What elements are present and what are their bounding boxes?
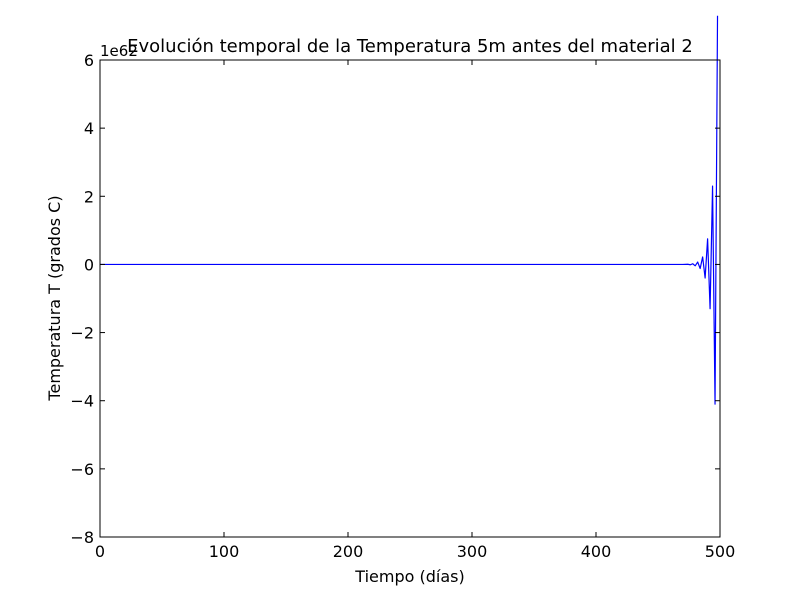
x-tick-label: 0 <box>95 542 105 561</box>
y-tick-label: −6 <box>70 460 94 479</box>
series-layer <box>100 15 719 405</box>
y-offset-label: 1e62 <box>100 42 138 60</box>
chart-title: Evolución temporal de la Temperatura 5m … <box>127 36 693 57</box>
x-tick-label: 300 <box>457 542 488 561</box>
series-line-0 <box>100 15 719 405</box>
y-tick-label: 2 <box>84 187 94 206</box>
x-tick-label: 200 <box>333 542 364 561</box>
x-tick-label: 500 <box>705 542 736 561</box>
y-tick-label: 6 <box>84 51 94 70</box>
x-tick-label: 100 <box>209 542 240 561</box>
y-axis-ticks: −8 −6 −4 −2 0 2 4 6 <box>70 51 720 547</box>
y-tick-label: 0 <box>84 255 94 274</box>
y-tick-label: −4 <box>70 392 94 411</box>
y-tick-label: −8 <box>70 528 94 547</box>
x-axis-label: Tiempo (días) <box>354 567 464 586</box>
y-axis-label: Temperatura T (grados C) <box>45 195 64 401</box>
y-tick-label: −2 <box>70 324 94 343</box>
y-tick-label: 4 <box>84 119 94 138</box>
x-tick-label: 400 <box>581 542 612 561</box>
x-axis-ticks: 0 100 200 300 400 500 <box>95 60 735 561</box>
plot-frame <box>99 59 721 538</box>
